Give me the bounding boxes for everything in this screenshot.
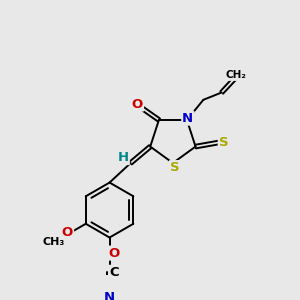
Text: O: O bbox=[62, 226, 73, 238]
Text: S: S bbox=[170, 161, 179, 174]
Text: C: C bbox=[109, 266, 119, 279]
Text: N: N bbox=[104, 290, 115, 300]
Text: CH₃: CH₃ bbox=[43, 237, 65, 247]
Text: N: N bbox=[182, 112, 194, 124]
Text: O: O bbox=[109, 247, 120, 260]
Text: O: O bbox=[132, 98, 143, 111]
Text: S: S bbox=[219, 136, 228, 149]
Text: O: O bbox=[62, 226, 73, 239]
Text: CH₂: CH₂ bbox=[226, 70, 247, 80]
Text: H: H bbox=[118, 151, 129, 164]
